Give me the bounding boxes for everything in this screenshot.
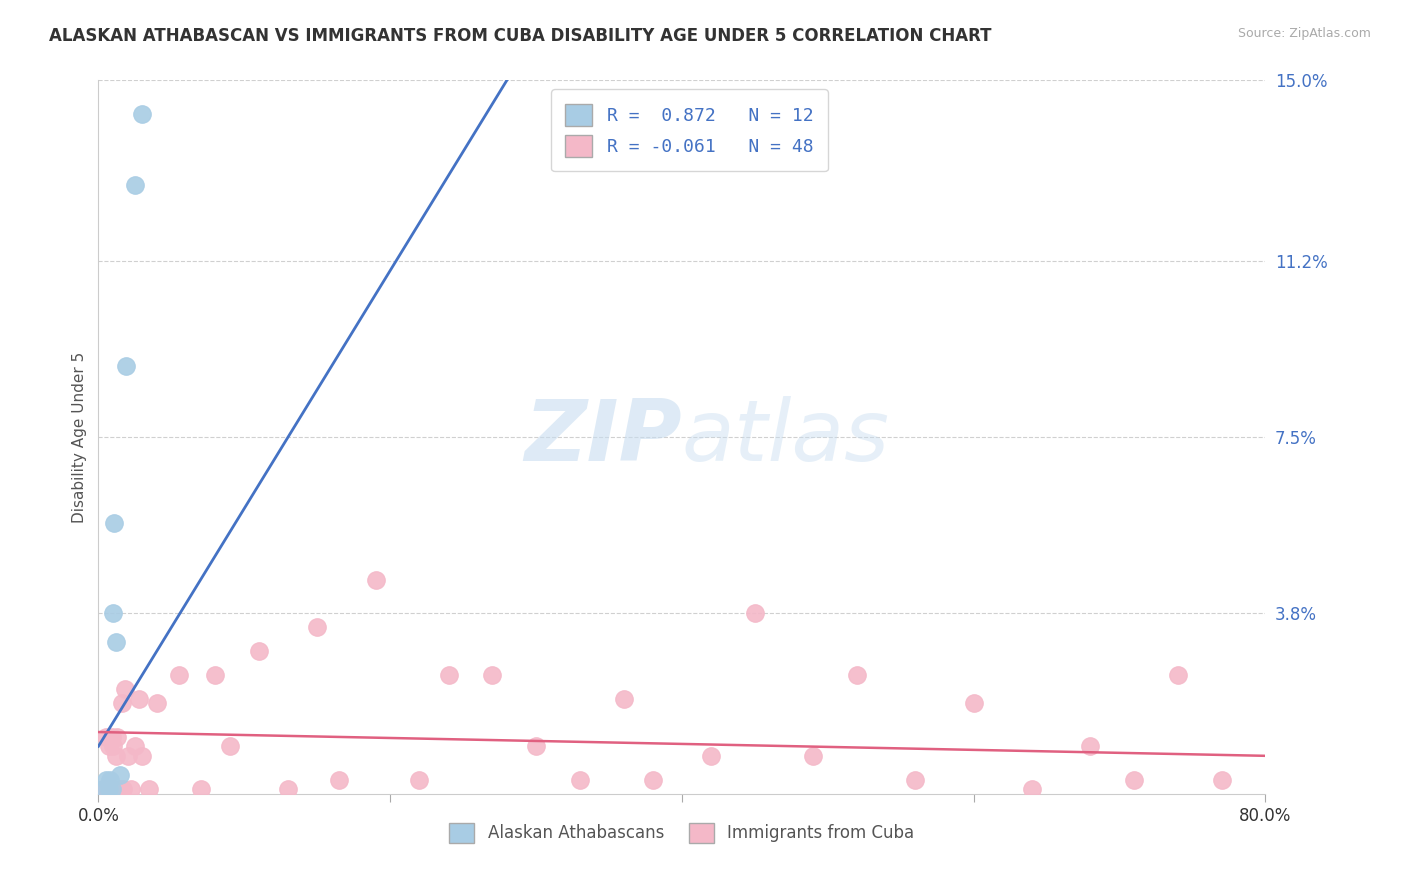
Text: ALASKAN ATHABASCAN VS IMMIGRANTS FROM CUBA DISABILITY AGE UNDER 5 CORRELATION CH: ALASKAN ATHABASCAN VS IMMIGRANTS FROM CU… bbox=[49, 27, 991, 45]
Point bbox=[110, 768, 132, 782]
Point bbox=[328, 772, 350, 787]
Point bbox=[101, 606, 124, 620]
Point bbox=[131, 106, 153, 120]
Point bbox=[103, 782, 125, 797]
Point bbox=[112, 782, 135, 797]
Point bbox=[104, 634, 127, 648]
Point bbox=[247, 644, 270, 658]
Point bbox=[98, 772, 121, 787]
Point bbox=[117, 748, 139, 763]
Point bbox=[218, 739, 240, 754]
Legend: Alaskan Athabascans, Immigrants from Cuba: Alaskan Athabascans, Immigrants from Cub… bbox=[443, 816, 921, 850]
Point bbox=[128, 691, 150, 706]
Point bbox=[846, 668, 869, 682]
Point bbox=[437, 668, 460, 682]
Point bbox=[120, 782, 142, 797]
Point bbox=[94, 772, 117, 787]
Text: atlas: atlas bbox=[682, 395, 890, 479]
Point bbox=[307, 620, 329, 634]
Point bbox=[100, 782, 122, 797]
Point bbox=[124, 178, 146, 192]
Point bbox=[111, 697, 134, 711]
Point bbox=[801, 748, 824, 763]
Point bbox=[641, 772, 664, 787]
Point bbox=[110, 782, 132, 797]
Point bbox=[91, 782, 114, 797]
Point bbox=[700, 748, 723, 763]
Point bbox=[91, 782, 114, 797]
Point bbox=[1080, 739, 1102, 754]
Point bbox=[138, 782, 160, 797]
Point bbox=[94, 730, 117, 744]
Point bbox=[167, 668, 190, 682]
Text: ZIP: ZIP bbox=[524, 395, 682, 479]
Point bbox=[1123, 772, 1146, 787]
Point bbox=[904, 772, 927, 787]
Point bbox=[115, 359, 138, 373]
Point bbox=[124, 739, 146, 754]
Point bbox=[364, 573, 387, 587]
Point bbox=[1021, 782, 1043, 797]
Point bbox=[96, 782, 118, 797]
Point bbox=[744, 606, 766, 620]
Point bbox=[1211, 772, 1233, 787]
Point bbox=[204, 668, 226, 682]
Point bbox=[277, 782, 299, 797]
Point bbox=[104, 748, 127, 763]
Point bbox=[97, 782, 120, 797]
Point bbox=[101, 739, 124, 754]
Point bbox=[100, 730, 122, 744]
Point bbox=[146, 697, 169, 711]
Point bbox=[568, 772, 591, 787]
Y-axis label: Disability Age Under 5: Disability Age Under 5 bbox=[72, 351, 87, 523]
Text: Source: ZipAtlas.com: Source: ZipAtlas.com bbox=[1237, 27, 1371, 40]
Point bbox=[612, 691, 634, 706]
Point bbox=[97, 739, 120, 754]
Point bbox=[103, 516, 125, 530]
Point bbox=[105, 730, 128, 744]
Point bbox=[114, 682, 136, 697]
Point bbox=[962, 697, 984, 711]
Point bbox=[481, 668, 503, 682]
Point bbox=[408, 772, 430, 787]
Point bbox=[190, 782, 212, 797]
Point bbox=[131, 748, 153, 763]
Point bbox=[1167, 668, 1189, 682]
Point bbox=[524, 739, 547, 754]
Point bbox=[98, 782, 121, 797]
